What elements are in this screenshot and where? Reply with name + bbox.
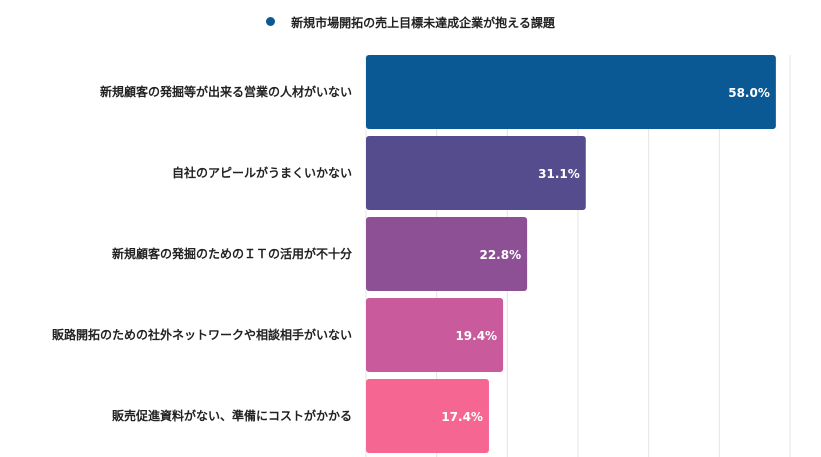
category-label: 販売促進資料がない、準備にコストがかかる [112, 408, 352, 423]
chart-legend: 新規市場開拓の売上目標未達成企業が抱える課題 [0, 14, 821, 31]
category-label: 販路開拓のための社外ネットワークや相談相手がいない [52, 327, 352, 342]
data-label: 17.4% [441, 410, 483, 424]
data-label: 31.1% [538, 167, 580, 181]
category-label: 新規顧客の発掘のためのＩＴの活用が不十分 [112, 246, 352, 261]
bar [366, 217, 528, 291]
category-label: 自社のアピールがうまくいかない [172, 165, 352, 180]
bar [366, 136, 586, 210]
category-label: 新規顧客の発掘等が出来る営業の人材がいない [100, 84, 352, 99]
data-label: 22.8% [479, 248, 521, 262]
bar [366, 298, 504, 372]
data-label: 58.0% [728, 86, 770, 100]
bar [366, 55, 776, 129]
bar [366, 379, 489, 453]
legend-marker [266, 17, 276, 26]
data-label: 19.4% [455, 329, 497, 343]
legend-label: 新規市場開拓の売上目標未達成企業が抱える課題 [291, 16, 555, 30]
